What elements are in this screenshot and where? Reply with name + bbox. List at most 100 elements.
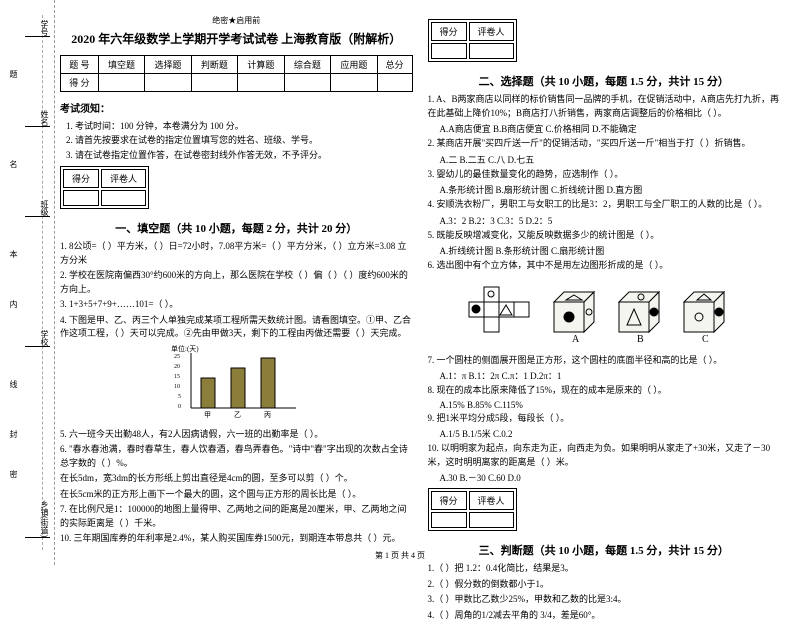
blank-cell: [431, 512, 467, 528]
notice-title: 考试须知：: [60, 100, 413, 115]
q2-4-opts: A.3：2 B.2：3 C.3：5 D.2：5: [440, 214, 781, 227]
blank-cell: [431, 43, 467, 59]
svg-text:乙: 乙: [234, 411, 241, 419]
mark-ming: 名: [8, 160, 19, 168]
grader-label: 评卷人: [469, 491, 514, 510]
q1-1: 1. 8公顷=（ ）平方米，（ ）日=72小时，7.08平方米=（ ）平方分米，…: [60, 240, 413, 267]
blank-cell: [238, 74, 284, 92]
q2-9-opts: A.1/5 B.1/5米 C.0.2: [440, 427, 781, 440]
grader-label: 评卷人: [469, 22, 514, 41]
q2-5-opts: A.折线统计图 B.条形统计图 C.扇形统计图: [440, 244, 781, 257]
section1-title: 一、填空题（共 10 小题，每题 2 分，共计 20 分）: [60, 220, 413, 236]
section-score-box: 得分评卷人: [60, 166, 149, 209]
q2-1: 1. A、B两家商店以同样的标价销售同一品牌的手机，在促销活动中，A商店先打九折…: [428, 93, 781, 120]
score-label: 得分: [63, 169, 99, 188]
field-town: 乡镇(街道): [25, 500, 50, 538]
q3-4: 4.（ ）周角的1/2减去平角的 3/4，差是60°。: [428, 609, 781, 623]
binding-sidebar: 学号 题 姓名 名 班级 本 内 学校 线 封 密 乡镇(街道): [0, 0, 55, 565]
score-label: 得分: [431, 22, 467, 41]
th-choice: 选择题: [145, 56, 191, 74]
q2-6: 6. 选出图中有个立方体，其中不是用左边图形折成的是（ ）。: [428, 259, 781, 273]
th-fill: 填空题: [98, 56, 144, 74]
q2-2-opts: A.二 B.二五 C.八 D.七五: [440, 153, 781, 166]
notice-item: 请在试卷指定位置作答，在试卷密封线外作答无效，不予评分。: [75, 148, 413, 162]
svg-text:15: 15: [174, 374, 180, 380]
q1-2: 2. 学校在医院南偏西30°约600米的方向上，那么医院在学校（ ）偏（ ）（ …: [60, 269, 413, 296]
q1-4: 4. 下图是甲、乙、丙三个人单独完成某项工程所需天数统计图。请看图填空。①甲、乙…: [60, 314, 413, 341]
q1-7: 7. 在比例尺是1：100000的地图上量得甲、乙两地之间的距离是20厘米，甲、…: [60, 503, 413, 530]
svg-text:C: C: [702, 334, 709, 345]
chart-ylabel: 单位:(天): [171, 344, 199, 353]
dashed-fold-line: [42, 15, 43, 550]
q3-1: 1.（ ）把 1.2：0.4化简比，结果是3。: [428, 562, 781, 576]
q2-3-opts: A.条形统计图 B.扇形统计图 C.折线统计图 D.直方图: [440, 183, 781, 196]
field-class: 班级: [25, 200, 50, 217]
page-content: 绝密★启用前 2020 年六年级数学上学期开学考试试卷 上海教育版（附解析） 题…: [0, 0, 800, 629]
q2-4: 4. 安顺洗衣粉厂，男职工与女职工的比是3：2，男职工与全厂职工的人数的比是（ …: [428, 198, 781, 212]
svg-text:0: 0: [178, 404, 181, 410]
q2-10: 10. 以明明家为起点，向东走为正，向西走为负。如果明明从家走了+30米，又走了…: [428, 442, 781, 469]
field-school: 学校: [25, 330, 50, 347]
th-total: 总分: [377, 56, 412, 74]
bar-chart: 单位:(天) 2520151050 甲乙丙: [60, 343, 413, 426]
q3-3: 3.（ ）甲数比乙数少25%，甲数和乙数的比是3:4。: [428, 593, 781, 607]
q1-7b: 在长5cm米的正方形上画下一个最大的圆，这个圆与正方形的周长比是（ ）。: [60, 488, 413, 502]
confidential-label: 绝密★启用前: [60, 15, 413, 26]
q1-10: 10. 三年期国库券的年利率是2.4%，某人购买国库券1500元，到期连本带息共…: [60, 532, 413, 546]
th-comp: 综合题: [284, 56, 330, 74]
exam-title: 2020 年六年级数学上学期开学考试试卷 上海教育版（附解析）: [60, 30, 413, 47]
notice-item: 请首先按要求在试卷的指定位置填写您的姓名、班级、学号。: [75, 133, 413, 147]
q2-7: 7. 一个圆柱的侧面展开图是正方形，这个圆柱的底面半径和高的比是（ ）。: [428, 354, 781, 368]
blank-cell: [377, 74, 412, 92]
q2-9: 9. 把1米平均分成5段，每段长（ ）。: [428, 412, 781, 426]
svg-text:丙: 丙: [264, 411, 271, 419]
grader-label: 评卷人: [101, 169, 146, 188]
page-footer: 第 1 页 共 4 页: [0, 550, 800, 561]
mark-mi: 密: [8, 470, 19, 478]
blank-cell: [469, 43, 514, 59]
q2-3: 3. 婴幼儿的最佳数量变化的趋势，应选制作（ ）。: [428, 168, 781, 182]
q2-2: 2. 某商店开展"买四斤送一斤"的促销活动，"买四斤送一斤"相当于打（ ）折销售…: [428, 137, 781, 151]
q1-5: 5. 六一班今天出勤48人，有2人因病请假，六一班的出勤率是（ ）。: [60, 428, 413, 442]
cubes-svg: A B C: [464, 277, 744, 347]
field-name: 姓名: [25, 110, 50, 127]
blank-cell: [101, 190, 146, 206]
th-judge: 判断题: [191, 56, 237, 74]
q2-7-opts: A.1：π B.1：2π C.π：1 D.2π：1: [440, 369, 781, 382]
score-summary-table: 题 号 填空题 选择题 判断题 计算题 综合题 应用题 总分 得 分: [60, 55, 413, 92]
section-score-box: 得分评卷人: [428, 488, 517, 531]
right-column: 得分评卷人 二、选择题（共 10 小题，每题 1.5 分，共计 15 分） 1.…: [428, 15, 781, 624]
q1-3: 3. 1+3+5+7+9+……101=（ ）。: [60, 298, 413, 312]
svg-text:10: 10: [174, 384, 180, 390]
score-label: 得分: [431, 491, 467, 510]
notice-list: 考试时间：100 分钟，本卷满分为 100 分。 请首先按要求在试卷的指定位置填…: [60, 119, 413, 162]
mark-ti: 题: [8, 70, 19, 78]
q2-1-opts: A.A商店便宜 B.B商店便宜 C.价格相同 D.不能确定: [440, 122, 781, 135]
q2-8-opts: A.15% B.85% C.115%: [440, 400, 781, 410]
td-score-label: 得 分: [61, 74, 99, 92]
svg-text:25: 25: [174, 354, 180, 360]
blank-cell: [191, 74, 237, 92]
q1-7a: 在长5dm，宽3dm的长方形纸上剪出直径是4cm的圆，至多可以剪（ ）个。: [60, 472, 413, 486]
svg-text:A: A: [572, 334, 580, 345]
th-calc: 计算题: [238, 56, 284, 74]
field-student-id: 学号: [25, 20, 50, 37]
notice-item: 考试时间：100 分钟，本卷满分为 100 分。: [75, 119, 413, 133]
q2-8: 8. 现在的成本比原来降低了15%，现在的成本是原来的（ ）。: [428, 384, 781, 398]
svg-text:5: 5: [178, 394, 181, 400]
svg-text:20: 20: [174, 364, 180, 370]
q2-10-opts: A.30 B.－30 C.60 D.0: [440, 471, 781, 484]
th-num: 题 号: [61, 56, 99, 74]
mark-ben: 本: [8, 250, 19, 258]
q1-6: 6. "春水春池满，春时春草生，春人饮春酒，春鸟弄春色。"诗中"春"字出现的次数…: [60, 443, 413, 470]
mark-nei: 内: [8, 300, 19, 308]
blank-cell: [98, 74, 144, 92]
cube-diagram: A B C: [428, 277, 781, 350]
chart-svg: 单位:(天) 2520151050 甲乙丙: [166, 343, 306, 423]
blank-cell: [469, 512, 514, 528]
blank-cell: [63, 190, 99, 206]
q2-5: 5. 既能反映增减变化，又能反映数据多少的统计图是（ ）。: [428, 229, 781, 243]
left-column: 绝密★启用前 2020 年六年级数学上学期开学考试试卷 上海教育版（附解析） 题…: [60, 15, 413, 624]
mark-feng: 封: [8, 430, 19, 438]
blank-cell: [145, 74, 191, 92]
